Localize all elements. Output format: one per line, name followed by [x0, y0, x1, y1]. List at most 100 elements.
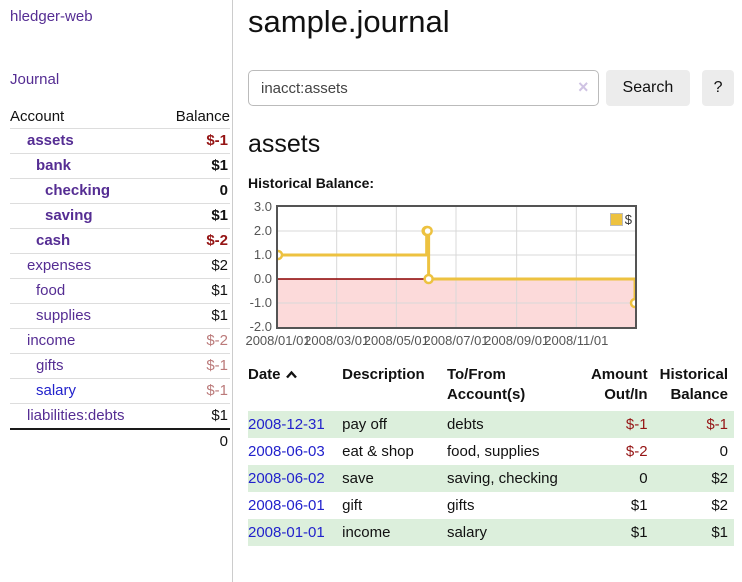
register-row: 2008-06-01 gift gifts $1 $2: [248, 492, 734, 519]
register-header-description: Description: [342, 366, 425, 383]
register-amount: $1: [630, 524, 648, 541]
register-date-link[interactable]: 2008-01-01: [248, 524, 325, 541]
register-date-cell: 2008-01-01: [248, 519, 342, 546]
account-balance: $-2: [148, 328, 230, 354]
register-date-link[interactable]: 2008-06-02: [248, 470, 325, 487]
accounts-total-row: 0: [10, 428, 230, 454]
sort-ascending-icon: [285, 370, 297, 379]
register-row: 2008-01-01 income salary $1 $1: [248, 519, 734, 546]
account-name-cell: gifts: [10, 353, 148, 379]
register-accounts: debts: [446, 416, 484, 433]
chart-title: Historical Balance:: [248, 175, 375, 191]
account-row: gifts $-1: [10, 353, 230, 379]
register-accounts: salary: [446, 524, 487, 541]
data-point[interactable]: [423, 273, 434, 285]
account-row: income $-2: [10, 328, 230, 354]
register-date-cell: 2008-06-02: [248, 465, 342, 492]
y-tick-label: 1.0: [253, 247, 272, 262]
data-point[interactable]: [422, 225, 433, 237]
search-input[interactable]: [248, 70, 599, 106]
account-link-expenses[interactable]: expenses: [27, 257, 92, 274]
register-date-cell: 2008-12-31: [248, 411, 342, 438]
register-header-accounts: To/From Account(s): [446, 366, 526, 403]
account-name-cell: liabilities:debts: [10, 403, 148, 429]
register-header-date[interactable]: Date: [248, 363, 342, 411]
register-balance: $2: [711, 497, 728, 514]
chart-plot-area[interactable]: $: [276, 205, 637, 329]
register-body: 2008-12-31 pay off debts $-1 $-1 2008-06-03 ea…: [248, 411, 734, 546]
account-row: checking 0: [10, 178, 230, 204]
register-row: 2008-06-03 eat & shop food, supplies $-2 0: [248, 438, 734, 465]
account-link-gifts[interactable]: gifts: [36, 357, 64, 374]
search-input-wrap: ×: [248, 70, 599, 106]
register-header-amount: Amount Out/In: [590, 366, 648, 403]
account-row: assets $-1: [10, 128, 230, 154]
help-button[interactable]: ?: [702, 70, 734, 106]
account-link-salary[interactable]: salary: [36, 382, 77, 399]
chart-legend: $: [608, 211, 633, 228]
balance-chart[interactable]: $ 3.0 2.0 1.0 0.0 -1.0 -2.0 2008/01/01 2008/03/…: [245, 200, 734, 353]
account-row: bank $1: [10, 153, 230, 179]
account-row: salary $-1: [10, 378, 230, 404]
register-balance: $1: [711, 524, 728, 541]
account-name-cell: food: [10, 278, 148, 304]
account-name-cell: expenses: [10, 253, 148, 279]
y-tick-label: 3.0: [253, 199, 272, 214]
account-link-saving[interactable]: saving: [45, 207, 93, 224]
register-accounts: food, supplies: [446, 443, 540, 460]
account-balance: $1: [148, 153, 230, 179]
account-balance: $1: [148, 203, 230, 229]
account-name-cell: assets: [10, 128, 148, 154]
account-row: supplies $1: [10, 303, 230, 329]
register-row: 2008-12-31 pay off debts $-1 $-1: [248, 411, 734, 438]
account-link-checking[interactable]: checking: [45, 182, 111, 199]
register-table: Date Description To/From Account(s) Amou…: [248, 363, 734, 546]
register-amount: $1: [630, 497, 648, 514]
app-brand-link[interactable]: hledger-web: [10, 8, 93, 25]
register-date-link[interactable]: 2008-06-01: [248, 497, 325, 514]
account-name-cell: income: [10, 328, 148, 354]
register-header-balance: Historical Balance: [659, 366, 728, 403]
y-tick-label: -1.0: [249, 295, 272, 310]
register-amount: $-2: [625, 443, 648, 460]
account-name-cell: supplies: [10, 303, 148, 329]
account-link-liabilities-debts[interactable]: liabilities:debts: [27, 407, 125, 424]
sidebar-item-journal[interactable]: Journal: [10, 71, 60, 88]
x-tick-label: 2008/05/01: [363, 333, 429, 348]
x-tick-label: 2008/07/01: [423, 333, 489, 348]
account-row: cash $-2: [10, 228, 230, 254]
data-point[interactable]: [629, 297, 635, 309]
accounts-total-value: 0: [148, 428, 230, 454]
data-point[interactable]: [278, 249, 284, 261]
account-balance: $-1: [148, 353, 230, 379]
account-balance: $2: [148, 253, 230, 279]
register-balance: $2: [711, 470, 728, 487]
clear-search-icon[interactable]: ×: [578, 77, 589, 97]
account-name-cell: checking: [10, 178, 148, 204]
account-row: expenses $2: [10, 253, 230, 279]
search-button[interactable]: Search: [605, 70, 691, 106]
register-date-link[interactable]: 2008-12-31: [248, 416, 325, 433]
register-description: eat & shop: [342, 443, 414, 460]
register-accounts: gifts: [446, 497, 475, 514]
account-name-cell: cash: [10, 228, 148, 254]
register-date-link[interactable]: 2008-06-03: [248, 443, 325, 460]
x-tick-label: 2008/11/01: [544, 333, 609, 348]
y-tick-label: -2.0: [249, 319, 272, 334]
account-link-bank[interactable]: bank: [36, 157, 72, 174]
account-link-cash[interactable]: cash: [36, 232, 71, 249]
account-link-food[interactable]: food: [36, 282, 66, 299]
register-date-cell: 2008-06-03: [248, 438, 342, 465]
account-name-cell: saving: [10, 203, 148, 229]
account-balance: $-1: [148, 128, 230, 154]
account-link-supplies[interactable]: supplies: [36, 307, 92, 324]
account-balance: $1: [148, 278, 230, 304]
chart-svg: [278, 207, 635, 327]
account-link-income[interactable]: income: [27, 332, 76, 349]
account-link-assets[interactable]: assets: [27, 132, 74, 149]
account-balance: $1: [148, 403, 230, 429]
main-content: sample.journal × Search ? assets Histori…: [245, 0, 742, 546]
account-name-cell: bank: [10, 153, 148, 179]
accounts-table: Account Balance assets $-1 bank $1 checking 0…: [10, 104, 230, 454]
account-row: liabilities:debts $1: [10, 403, 230, 429]
